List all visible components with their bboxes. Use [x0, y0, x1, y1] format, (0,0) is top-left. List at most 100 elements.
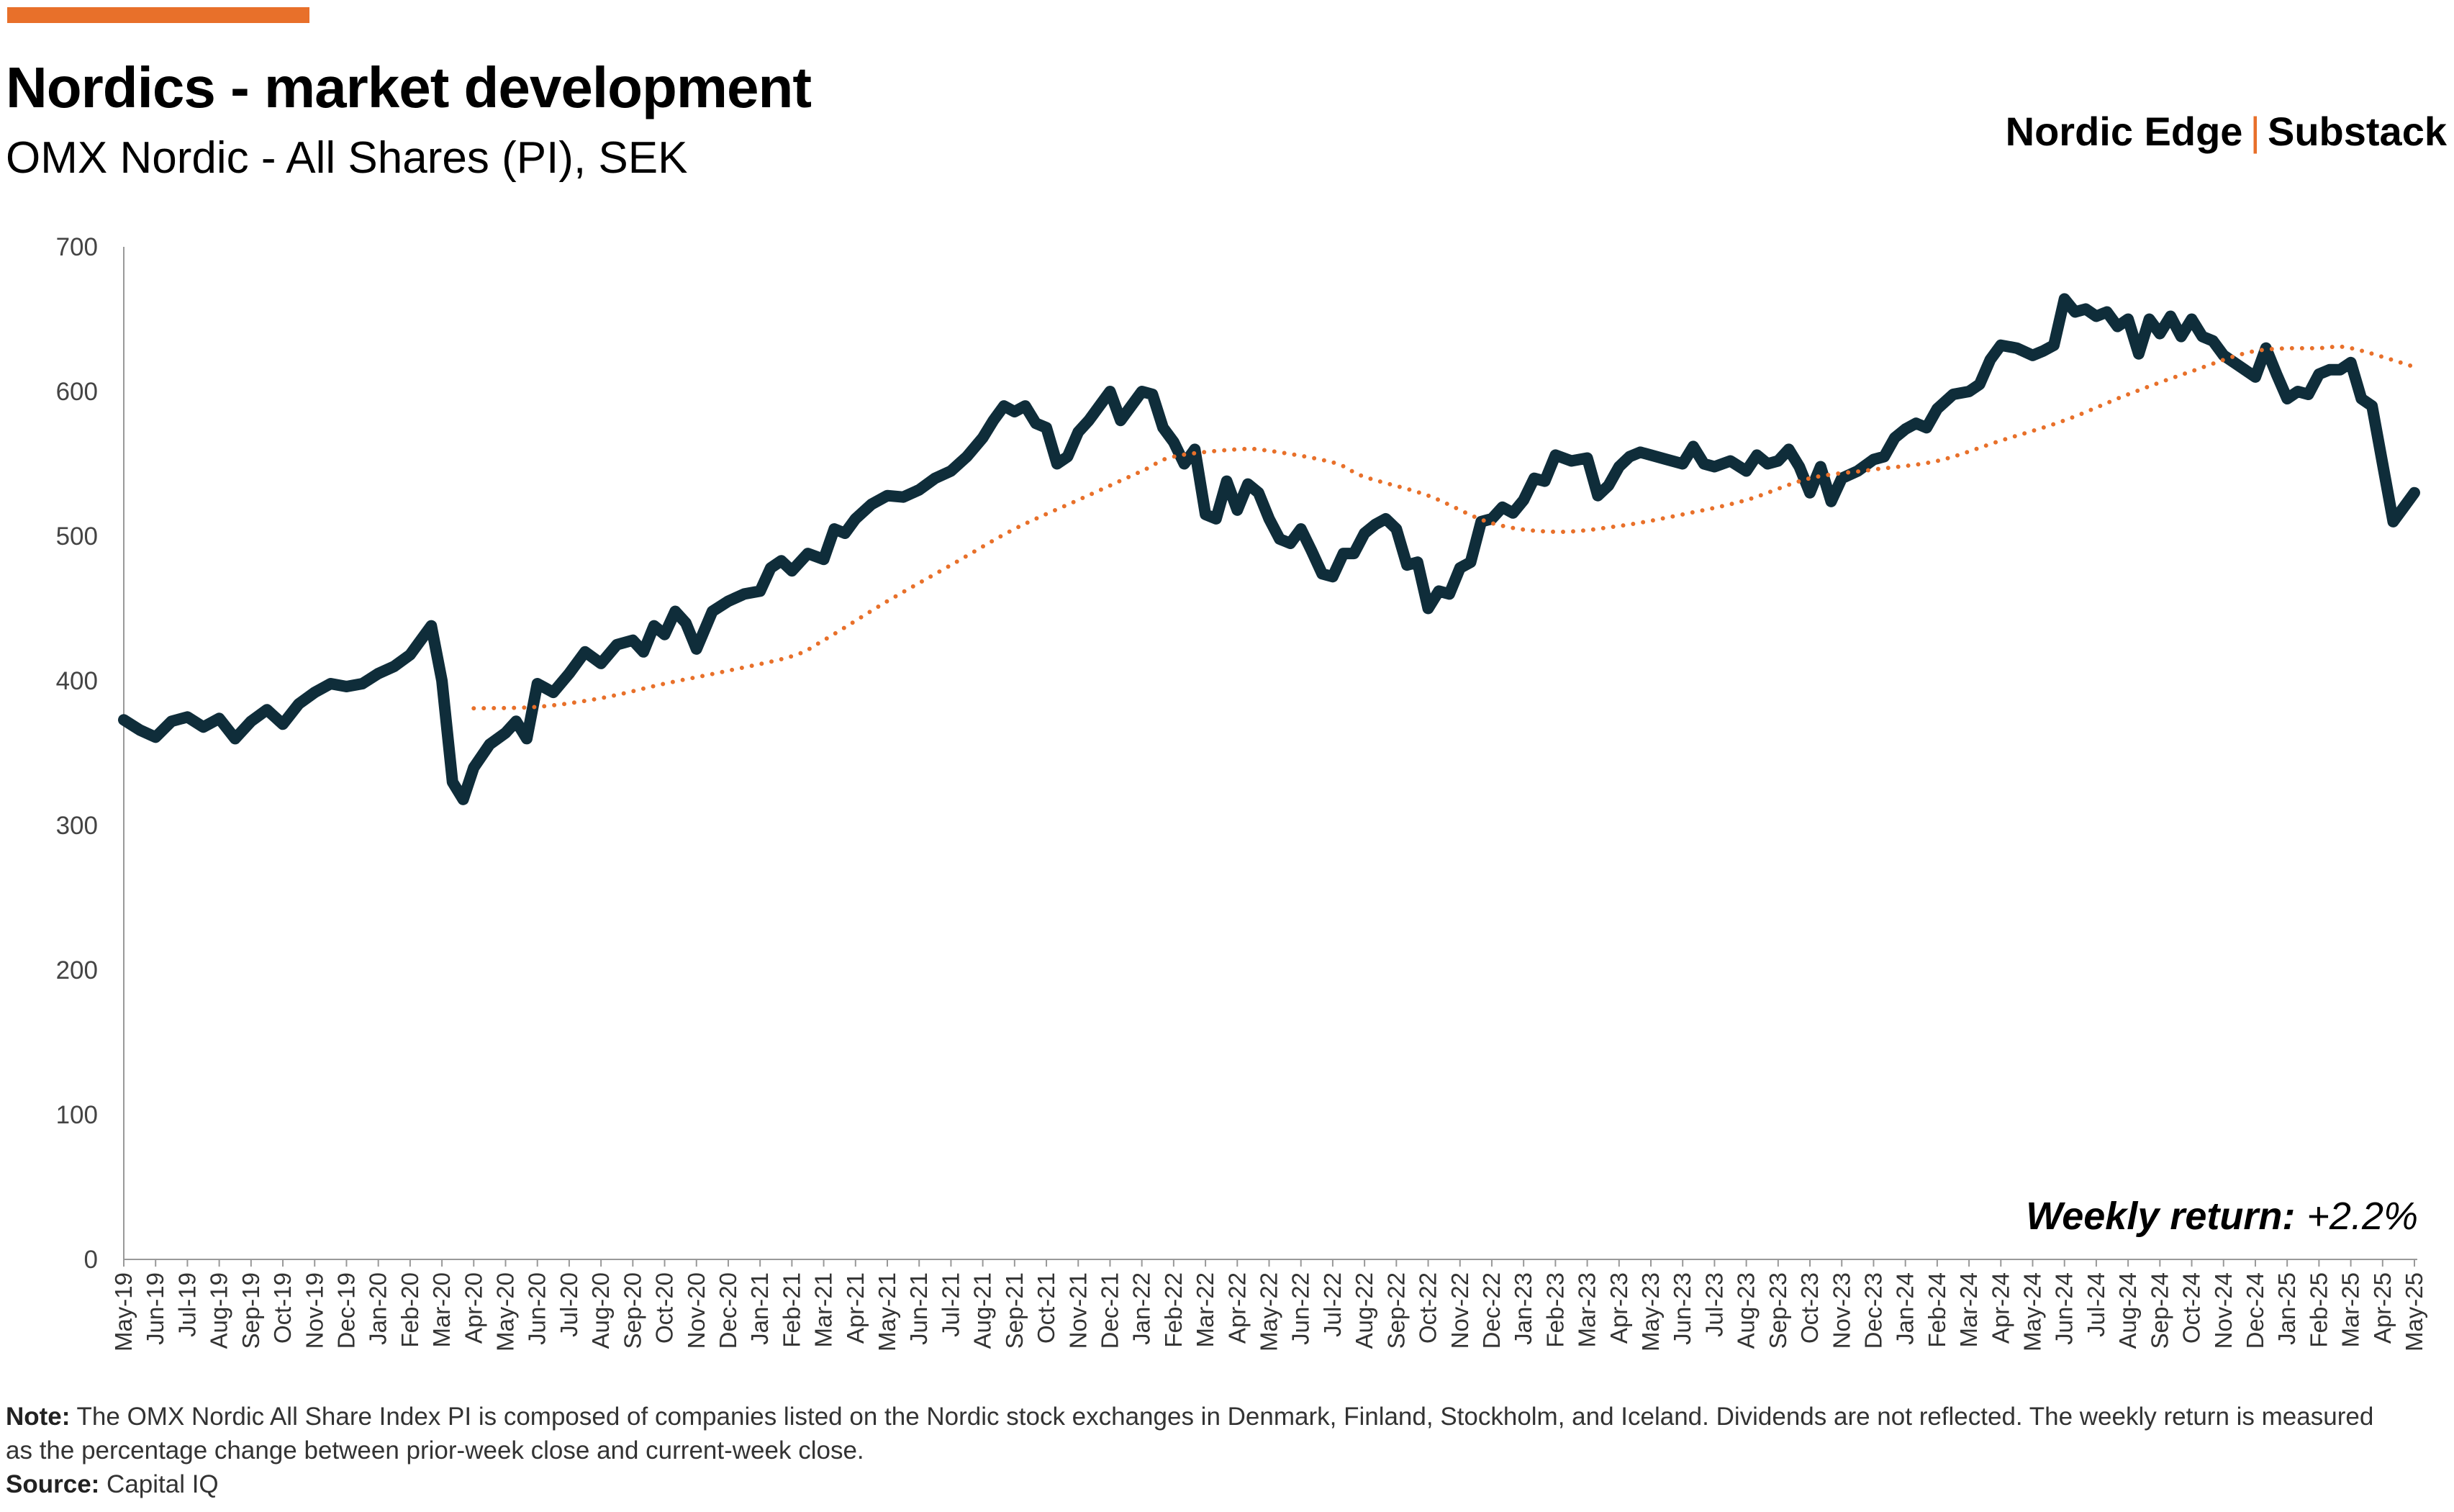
x-tick-label: Jun-22 [1287, 1272, 1314, 1345]
x-tick-label: Mar-25 [2337, 1272, 2364, 1348]
y-tick-label: 700 [56, 233, 98, 261]
x-tick-label: May-19 [110, 1272, 137, 1352]
x-tick-label: Nov-24 [2210, 1272, 2237, 1349]
x-tick-label: Jul-19 [173, 1272, 200, 1337]
x-tick-label: Feb-21 [778, 1272, 805, 1348]
accent-bar [7, 7, 309, 23]
x-tick-label: Nov-20 [683, 1272, 710, 1349]
x-tick-label: Jan-23 [1510, 1272, 1536, 1345]
source-text: Capital IQ [99, 1470, 219, 1498]
x-tick-label: May-24 [2019, 1272, 2046, 1352]
x-tick-label: Jul-22 [1319, 1272, 1346, 1337]
x-tick-label: Dec-22 [1478, 1272, 1505, 1349]
x-axis-ticks: May-19 Jun-19 Jul-19 Aug-19 Sep-19 Oct-19 Nov-… [110, 1259, 2427, 1352]
x-tick-label: Oct-22 [1415, 1272, 1441, 1344]
y-tick-label: 600 [56, 378, 98, 406]
note-text: The OMX Nordic All Share Index PI is com… [6, 1403, 2374, 1465]
x-tick-label: Feb-23 [1541, 1272, 1568, 1348]
x-tick-label: Dec-23 [1860, 1272, 1886, 1349]
source-label: Source: [6, 1470, 100, 1498]
x-tick-label: Oct-21 [1033, 1272, 1059, 1344]
chart-subtitle: OMX Nordic - All Shares (PI), SEK [6, 133, 688, 183]
line-chart: 0 100 200 300 400 500 600 700 May-19 Jun-19 Jul-1… [56, 233, 2427, 1352]
footer-source: Source: Capital IQ [6, 1467, 2402, 1501]
x-tick-label: Oct-19 [269, 1272, 296, 1344]
weekly-return-value: +2.2% [2306, 1195, 2418, 1238]
x-tick-label: Feb-24 [1924, 1272, 1950, 1348]
y-tick-label: 200 [56, 956, 98, 984]
y-tick-label: 100 [56, 1101, 98, 1129]
brand-logo: Nordic Edge | Substack [2006, 108, 2447, 155]
x-tick-label: Apr-21 [842, 1272, 869, 1344]
x-tick-label: Jan-21 [746, 1272, 773, 1345]
x-tick-label: Jul-20 [556, 1272, 582, 1337]
brand-name: Nordic Edge [2005, 109, 2243, 154]
x-tick-label: Sep-20 [619, 1272, 646, 1349]
x-tick-label: Feb-22 [1160, 1272, 1187, 1348]
weekly-return-label: Weekly return: [2026, 1195, 2295, 1238]
x-tick-label: Dec-21 [1096, 1272, 1123, 1349]
x-tick-label: Mar-24 [1955, 1272, 1982, 1348]
x-tick-label: Aug-20 [587, 1272, 614, 1349]
x-tick-label: Jun-21 [905, 1272, 932, 1345]
x-tick-label: Jan-24 [1892, 1272, 1919, 1345]
footer-note: Note: The OMX Nordic All Share Index PI … [6, 1400, 2402, 1467]
x-tick-label: Jul-21 [937, 1272, 964, 1337]
brand-separator: | [2250, 109, 2260, 154]
x-tick-label: Jul-24 [2083, 1272, 2109, 1337]
x-tick-label: Oct-20 [651, 1272, 678, 1344]
x-tick-label: Nov-23 [1828, 1272, 1855, 1349]
x-tick-label: Dec-20 [715, 1272, 741, 1349]
x-tick-label: Mar-20 [428, 1272, 455, 1348]
weekly-return-annotation: Weekly return: +2.2% [2026, 1195, 2418, 1238]
x-tick-label: Jul-23 [1701, 1272, 1727, 1337]
x-tick-label: Oct-24 [2178, 1272, 2205, 1344]
x-tick-label: Apr-25 [2369, 1272, 2396, 1344]
x-tick-label: Mar-22 [1192, 1272, 1218, 1348]
x-tick-label: Mar-21 [810, 1272, 837, 1348]
x-tick-label: Dec-24 [2242, 1272, 2268, 1349]
x-tick-label: Apr-23 [1606, 1272, 1632, 1344]
x-tick-label: Sep-23 [1765, 1272, 1791, 1349]
brand-platform: Substack [2268, 109, 2447, 154]
y-tick-label: 0 [84, 1246, 98, 1274]
x-tick-label: Apr-20 [460, 1272, 486, 1344]
y-tick-label: 300 [56, 812, 98, 840]
x-tick-label: Feb-20 [397, 1272, 423, 1348]
x-tick-label: Jan-25 [2273, 1272, 2300, 1345]
chart-title: Nordics - market development [6, 55, 812, 119]
x-tick-label: May-21 [874, 1272, 900, 1352]
x-tick-label: Jan-22 [1128, 1272, 1155, 1345]
index-line [118, 293, 2420, 805]
y-tick-label: 400 [56, 667, 98, 695]
x-tick-label: Aug-22 [1351, 1272, 1377, 1349]
x-tick-label: Sep-21 [1001, 1272, 1028, 1349]
x-tick-label: Aug-21 [969, 1272, 996, 1349]
x-tick-label: Nov-21 [1064, 1272, 1091, 1349]
x-tick-label: Dec-19 [332, 1272, 359, 1349]
note-label: Note: [6, 1403, 71, 1431]
x-tick-label: Apr-22 [1223, 1272, 1250, 1344]
x-tick-label: Apr-24 [1987, 1272, 2014, 1344]
x-tick-label: Jun-23 [1669, 1272, 1695, 1345]
x-tick-label: Sep-24 [2146, 1272, 2173, 1349]
x-tick-label: Nov-22 [1446, 1272, 1473, 1349]
y-tick-label: 500 [56, 522, 98, 551]
x-tick-label: May-20 [492, 1272, 519, 1352]
trend-line [471, 344, 2417, 711]
x-tick-label: Sep-19 [237, 1272, 264, 1349]
x-tick-label: Feb-25 [2305, 1272, 2332, 1348]
x-tick-label: May-25 [2401, 1272, 2427, 1352]
x-tick-label: Jan-20 [365, 1272, 391, 1345]
x-tick-label: Oct-23 [1796, 1272, 1823, 1344]
x-tick-label: Jun-19 [142, 1272, 168, 1345]
chart-series [118, 293, 2420, 805]
x-tick-label: Aug-19 [206, 1272, 232, 1349]
x-tick-label: May-22 [1256, 1272, 1282, 1352]
x-tick-label: Jun-20 [524, 1272, 551, 1345]
x-tick-label: Jun-24 [2051, 1272, 2078, 1345]
chart-axes [123, 247, 2417, 1260]
x-tick-label: May-23 [1637, 1272, 1664, 1352]
x-tick-label: Mar-23 [1574, 1272, 1600, 1348]
x-tick-label: Sep-22 [1382, 1272, 1409, 1349]
